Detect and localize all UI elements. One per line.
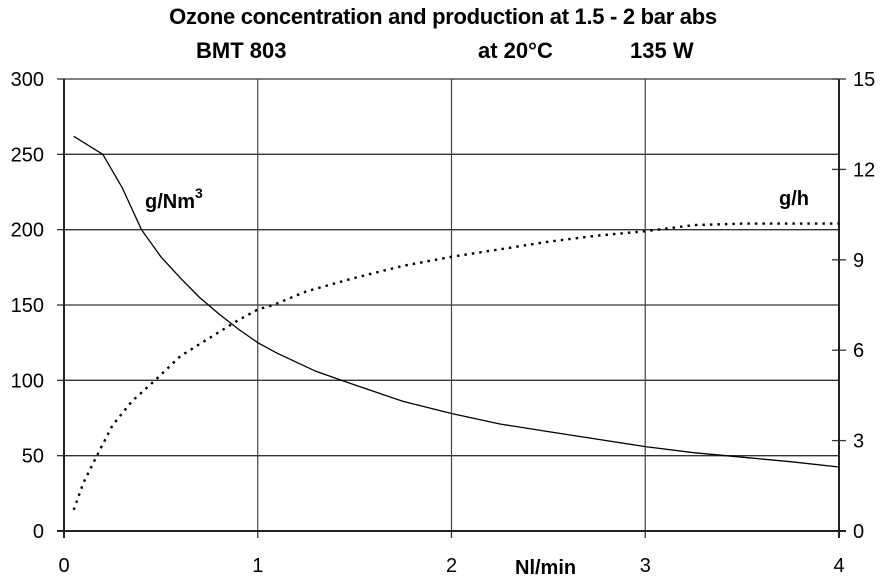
x-tick-label: 3	[640, 555, 651, 577]
x-tick-label: 1	[252, 555, 263, 577]
x-tick-label: 4	[833, 555, 844, 577]
left-tick-label: 200	[11, 220, 44, 242]
right-tick-label: 3	[853, 431, 864, 453]
x-tick-label: 0	[58, 555, 69, 577]
right-tick-label: 6	[853, 340, 864, 362]
right-tick-label: 15	[853, 69, 875, 91]
chart-title: Ozone concentration and production at 1.…	[169, 4, 717, 29]
left-tick-label: 50	[22, 446, 44, 468]
model-label: BMT 803	[196, 38, 287, 63]
left-tick-label: 150	[11, 295, 44, 317]
temperature-label: at 20°C	[478, 38, 553, 63]
left-tick-label: 250	[11, 144, 44, 166]
concentration-series-label: g/Nm3	[145, 185, 203, 213]
x-axis-label: Nl/min	[515, 557, 576, 579]
right-tick-label: 0	[853, 521, 864, 543]
right-tick-label: 12	[853, 159, 875, 181]
production-line	[72, 222, 839, 511]
concentration-line	[73, 135, 840, 468]
right-tick-label: 9	[853, 250, 864, 272]
power-label: 135 W	[630, 38, 694, 63]
production-series-label: g/h	[779, 188, 809, 210]
left-tick-label: 0	[33, 521, 44, 543]
x-tick-label: 2	[446, 555, 457, 577]
left-tick-label: 100	[11, 370, 44, 392]
left-tick-label: 300	[11, 69, 44, 91]
